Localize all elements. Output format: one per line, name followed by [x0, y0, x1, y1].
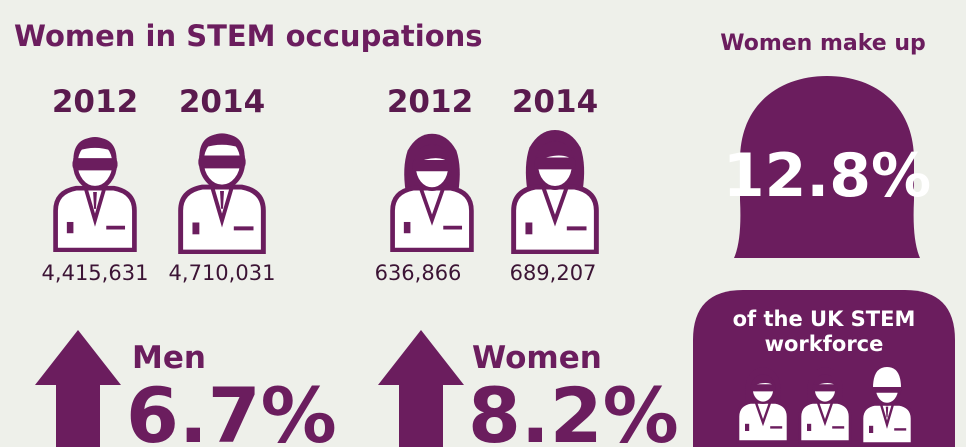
- year: 2014: [512, 84, 598, 120]
- hard-hat: [870, 364, 904, 389]
- head-shape: [734, 76, 920, 258]
- men-change: 6.7%: [126, 371, 337, 447]
- title: Women in STEM occupations: [14, 19, 483, 53]
- woman-icon: [514, 130, 597, 252]
- men-label: Men: [132, 340, 206, 376]
- up-arrow: [378, 330, 464, 447]
- woman-icon: [393, 134, 472, 250]
- year: 2012: [52, 84, 138, 120]
- count: 636,866: [375, 261, 462, 285]
- caption-line: workforce: [765, 332, 884, 356]
- count: 4,415,631: [42, 261, 149, 285]
- man-icon: [181, 134, 264, 252]
- up-arrow: [35, 330, 121, 447]
- caption-line: of the UK STEM: [733, 307, 916, 331]
- women-label: Women: [472, 340, 602, 376]
- women-change: 8.2%: [468, 371, 679, 447]
- share: 12.8%: [723, 141, 931, 211]
- count: 689,207: [510, 261, 597, 285]
- count: 4,710,031: [169, 261, 276, 285]
- side-heading: Women make up: [720, 31, 926, 56]
- year: 2014: [179, 84, 265, 120]
- man-icon: [56, 138, 135, 251]
- year: 2012: [387, 84, 473, 120]
